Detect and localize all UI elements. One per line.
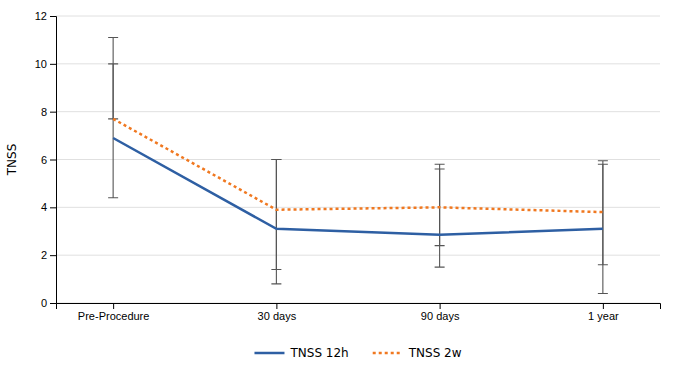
tick: 1 year	[588, 303, 619, 322]
legend-label: TNSS 12h	[289, 346, 348, 360]
marks	[108, 38, 608, 294]
error-bar	[435, 164, 445, 267]
tick-label: Pre-Procedure	[78, 310, 150, 322]
tick-label: 10	[35, 58, 47, 70]
tick: 2	[41, 249, 56, 261]
tick-mark	[50, 207, 56, 208]
grid	[56, 16, 660, 303]
error-bar	[108, 64, 118, 119]
tick: 8	[41, 106, 56, 118]
axis-title: TNSS	[5, 144, 19, 177]
tick-label: 8	[41, 106, 47, 118]
tick-mark	[50, 160, 56, 161]
plot: 0 2 4 6 8 10 12 Pre-Procedure 30 days 90 days 1 ye…	[35, 10, 661, 322]
tick-mark	[113, 303, 114, 309]
tick: 12	[35, 10, 56, 22]
legend-swatch	[373, 352, 403, 355]
tick-mark	[276, 303, 277, 309]
tick-mark	[50, 255, 56, 256]
tick-mark	[50, 303, 56, 304]
error-bars	[108, 38, 608, 294]
tick: 0	[41, 297, 56, 309]
tick-mark	[50, 16, 56, 17]
grid-line	[56, 255, 660, 256]
axis-line	[50, 17, 57, 304]
legend: TNSS 12h TNSS 2w	[254, 346, 461, 360]
chart: 0 2 4 6 8 10 12 Pre-Procedure 30 days 90 days 1 ye…	[0, 0, 680, 371]
legend-item: TNSS 2w	[373, 346, 462, 360]
tick-label: 0	[41, 297, 47, 309]
line	[113, 138, 603, 235]
tick-mark	[603, 303, 604, 309]
error-bars	[108, 64, 608, 270]
tick: 10	[35, 58, 56, 70]
tick-label: 12	[35, 10, 47, 22]
error-bar	[598, 164, 608, 264]
tick-label: 6	[41, 154, 47, 166]
y-axis: 0 2 4 6 8 10 12	[35, 10, 57, 309]
tick-label: 30 days	[258, 310, 297, 322]
grid-line	[56, 111, 660, 112]
error-bar	[271, 160, 281, 284]
legend-swatch	[254, 352, 284, 355]
error-bar	[271, 160, 281, 270]
tick-label: 90 days	[421, 310, 460, 322]
error-bar	[108, 38, 118, 198]
grid-line	[56, 63, 660, 64]
tick-mark	[50, 112, 56, 113]
axis-line	[57, 304, 661, 310]
tick-mark	[440, 303, 441, 309]
tick: 90 days	[421, 303, 460, 322]
grid-line	[56, 16, 660, 17]
tick-label: 4	[41, 201, 47, 213]
grid-line	[56, 207, 660, 208]
tick-mark	[50, 64, 56, 65]
tick-label: 1 year	[588, 310, 619, 322]
tick: 4	[41, 201, 56, 213]
tick: 6	[41, 154, 56, 166]
tick-label: 2	[41, 249, 47, 261]
line	[113, 119, 603, 212]
error-bar	[598, 161, 608, 294]
x-axis: Pre-Procedure 30 days 90 days 1 year	[57, 303, 661, 322]
grid-line	[56, 159, 660, 160]
tick: 30 days	[258, 303, 297, 322]
tick: Pre-Procedure	[78, 303, 150, 322]
legend-label: TNSS 2w	[408, 346, 462, 360]
legend-item: TNSS 12h	[254, 346, 348, 360]
